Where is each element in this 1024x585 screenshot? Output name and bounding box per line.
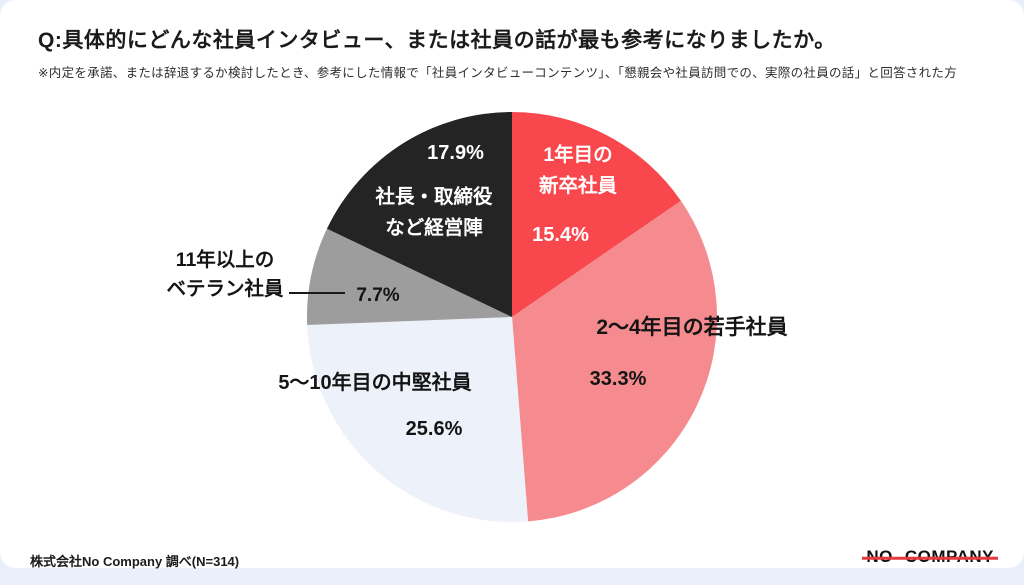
logo-text-no: NO [866,547,893,567]
newgrad-label-line2: 新卒社員 [538,175,617,198]
mid-label: 5〜10年目の中堅社員 [278,372,472,394]
pie-slice-5 [326,112,512,317]
logo-red-line-icon [862,556,998,560]
newgrad-label-line1: 1年目の [543,144,613,166]
report-card: Q:具体的にどんな社員インタビュー、または社員の話が最も参考になりましたか。 ※… [0,0,1024,569]
pie-chart [307,112,717,522]
veteran-label-line2: ベテラン社員 [166,278,284,301]
veteran-percent: 7.7% [356,285,400,306]
executive-label: 社長・取締役 など経営陣 [348,182,520,244]
veteran-label-line1: 11年以上の [175,249,275,271]
question-subtitle: ※内定を承諾、または辞退するか検討したとき、参考にした情報で「社員インタビューコ… [38,66,958,80]
newgrad-percent: 15.4% [532,224,589,246]
veteran-label: 11年以上の ベテラン社員 [142,246,308,305]
executive-label-line1: 社長・取締役 [375,186,493,208]
pie-slice-4 [307,228,512,326]
newgrad-label: 1年目の 新卒社員 [513,140,643,202]
pie-slice-3 [307,317,529,522]
pie-slice-1 [512,112,681,317]
mid-percent: 25.6% [405,418,463,440]
question-title: Q:具体的にどんな社員インタビュー、または社員の話が最も参考になりましたか。 [38,29,836,52]
young-percent: 33.3% [589,368,647,390]
source-note: 株式会社No Company 調べ(N=314) [30,554,240,569]
veteran-leader-line [289,292,345,294]
no-company-logo: NO COMPANY [862,547,998,567]
pie-slice-2 [512,200,717,522]
executive-percent: 17.9% [427,142,484,164]
young-label: 2〜4年目の若手社員 [596,316,788,339]
logo-text-company: COMPANY [905,547,994,567]
executive-label-line2: など経営陣 [385,217,483,240]
